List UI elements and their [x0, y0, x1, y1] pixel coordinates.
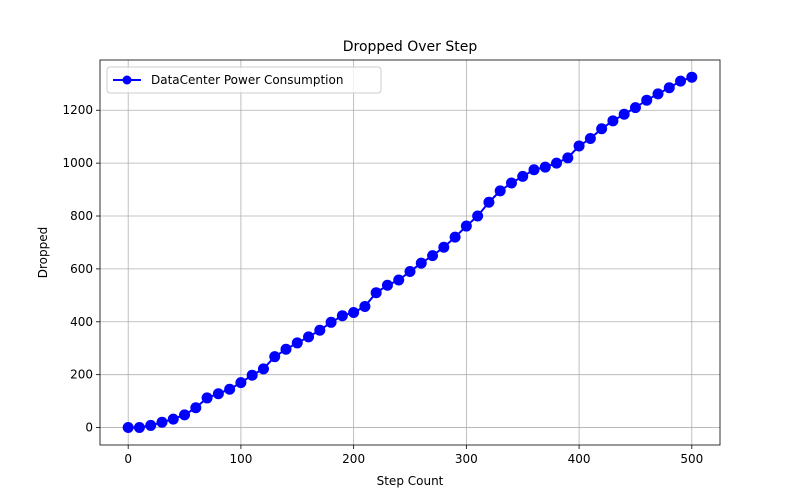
x-tick-label: 300 — [455, 452, 478, 466]
data-point — [573, 140, 585, 152]
data-point — [438, 241, 450, 253]
data-point — [505, 177, 517, 189]
data-point — [381, 279, 393, 291]
data-point — [133, 422, 145, 434]
y-tick-label: 1000 — [62, 156, 93, 170]
x-axis-label: Step Count — [377, 474, 444, 488]
x-tick-label: 0 — [124, 452, 132, 466]
data-point — [257, 363, 269, 375]
data-point — [528, 164, 540, 176]
legend: DataCenter Power Consumption — [106, 66, 382, 94]
data-point — [663, 82, 675, 94]
data-point — [596, 123, 608, 135]
data-point — [246, 369, 258, 381]
data-point — [336, 310, 348, 322]
data-point — [145, 419, 157, 431]
data-point — [607, 115, 619, 127]
data-point — [551, 157, 563, 169]
data-point — [393, 274, 405, 286]
plot-frame — [99, 59, 721, 446]
data-point — [224, 383, 236, 395]
data-point — [641, 94, 653, 106]
data-point — [686, 71, 698, 83]
data-point — [190, 402, 202, 414]
data-point — [167, 413, 179, 425]
data-point — [359, 300, 371, 312]
series-layer — [122, 71, 698, 434]
chart-title: Dropped Over Step — [343, 39, 478, 55]
y-axis-label: Dropped — [36, 227, 50, 279]
data-point — [483, 196, 495, 208]
y-tick-label: 400 — [70, 315, 93, 329]
data-point — [449, 231, 461, 243]
data-point — [472, 210, 484, 222]
data-point — [404, 266, 416, 278]
data-point — [494, 185, 506, 197]
data-point — [280, 343, 292, 355]
legend-entry-label: DataCenter Power Consumption — [151, 73, 343, 87]
data-point — [235, 377, 247, 389]
data-point — [325, 316, 337, 328]
y-tick-label: 0 — [85, 421, 93, 435]
data-point — [652, 88, 664, 100]
x-tick-label: 400 — [568, 452, 591, 466]
x-tick-label: 200 — [342, 452, 365, 466]
data-point — [122, 422, 134, 434]
data-point — [675, 75, 687, 87]
data-point — [269, 351, 281, 363]
data-point — [179, 409, 191, 421]
x-tick-label: 500 — [680, 452, 703, 466]
legend-box — [106, 66, 382, 94]
y-tick-label: 600 — [70, 262, 93, 276]
data-point — [314, 324, 326, 336]
data-point — [517, 170, 529, 182]
data-point — [303, 331, 315, 343]
data-point — [539, 161, 551, 173]
data-point — [291, 337, 303, 349]
data-point — [370, 287, 382, 299]
data-point — [348, 307, 360, 319]
y-tick-label: 1200 — [62, 103, 93, 117]
data-point — [415, 257, 427, 269]
legend-marker-swatch — [122, 75, 132, 85]
tick-layer: 0 100 200 300 400 500 0 200 400 600 800 1000 1200 — [62, 103, 703, 466]
y-tick-label: 200 — [70, 368, 93, 382]
data-point — [584, 133, 596, 145]
x-tick-label: 100 — [229, 452, 252, 466]
data-point — [562, 152, 574, 164]
y-tick-label: 800 — [70, 209, 93, 223]
data-point — [212, 388, 224, 400]
data-point — [156, 416, 168, 428]
data-point — [427, 250, 439, 262]
data-point — [201, 392, 213, 404]
data-point — [460, 220, 472, 232]
data-point — [629, 102, 641, 114]
data-point — [618, 108, 630, 120]
